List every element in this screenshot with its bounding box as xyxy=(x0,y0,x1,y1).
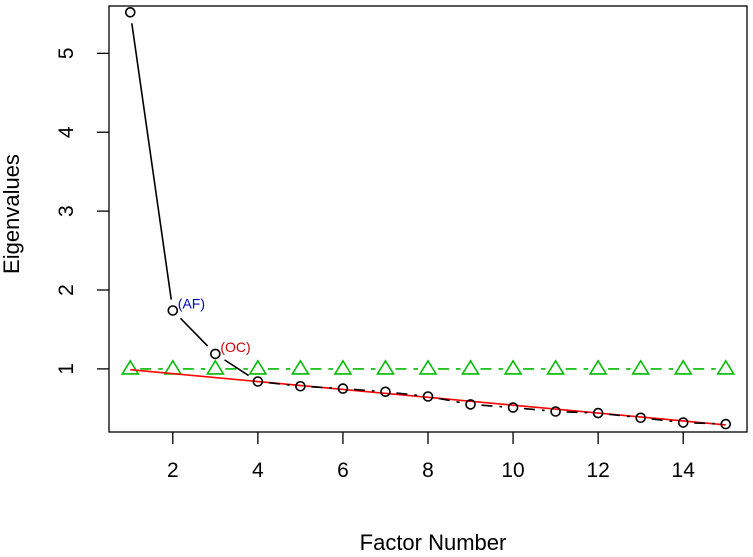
x-tick-label: 2 xyxy=(167,459,179,482)
x-tick-label: 6 xyxy=(337,459,349,482)
eigenvalue-point xyxy=(295,380,306,392)
parallel-analysis-triangle xyxy=(418,359,438,375)
eigenvalue-line-segment xyxy=(179,317,209,347)
eigenvalue-line-segment xyxy=(608,413,630,418)
x-tick-label: 14 xyxy=(672,459,696,482)
eigenvalue-point xyxy=(635,412,646,424)
eigenvalue-point xyxy=(210,348,221,360)
x-axis-label: Factor Number xyxy=(360,530,507,555)
eigenvalue-line-segment xyxy=(268,381,290,386)
eigenvalue-line-segment xyxy=(396,392,418,397)
eigenvalue-line-segment xyxy=(523,407,545,412)
eigenvalue-point xyxy=(337,383,349,394)
parallel-analysis-triangle xyxy=(546,359,566,375)
parallel-analysis-triangle xyxy=(503,359,523,375)
parallel-analysis-triangle xyxy=(248,359,268,375)
x-tick-label: 8 xyxy=(422,459,434,482)
annotation-af: (AF) xyxy=(178,296,205,312)
eigenvalue-line-segment xyxy=(131,23,173,300)
y-tick-label: 4 xyxy=(55,126,78,138)
eigenvalue-point xyxy=(550,406,561,417)
x-tick-label: 4 xyxy=(252,459,264,482)
eigenvalue-point xyxy=(252,376,264,387)
eigenvalue-point xyxy=(124,7,136,18)
eigenvalue-line-segment xyxy=(566,411,588,414)
y-tick-label: 5 xyxy=(55,47,78,59)
eigenvalue-point xyxy=(507,402,519,413)
parallel-analysis-triangle xyxy=(120,359,140,375)
y-tick-label: 3 xyxy=(55,205,78,217)
eigenvalue-point xyxy=(592,407,604,419)
parallel-analysis-triangle xyxy=(205,359,225,375)
eigenvalue-line-segment xyxy=(651,418,673,423)
eigenvalue-line-segment xyxy=(353,388,375,392)
y-tick-label: 2 xyxy=(55,284,78,296)
x-tick-label: 10 xyxy=(501,459,524,482)
parallel-analysis-triangle xyxy=(631,359,651,375)
parallel-analysis-triangle xyxy=(333,359,353,375)
y-axis-label: Eigenvalues xyxy=(0,154,24,274)
parallel-analysis-triangle xyxy=(163,359,183,375)
eigenvalue-point xyxy=(677,417,689,428)
eigenvalue-line-segment xyxy=(481,404,503,408)
eigenvalue-point xyxy=(720,418,732,430)
eigenvalue-point xyxy=(380,386,391,398)
optimal-coordinates-line xyxy=(130,368,726,426)
parallel-analysis-triangle xyxy=(716,359,736,375)
eigenvalue-point xyxy=(422,391,434,402)
parallel-analysis-triangle xyxy=(588,359,608,375)
eigenvalue-line-segment xyxy=(438,397,460,404)
parallel-analysis-triangle xyxy=(673,359,693,375)
eigenvalue-line-segment xyxy=(311,386,332,389)
eigenvalue-line-segment xyxy=(694,422,715,425)
eigenvalue-point xyxy=(465,399,476,410)
x-tick-label: 12 xyxy=(586,459,609,482)
annotation-oc: (OC) xyxy=(220,339,250,355)
y-tick-label: 1 xyxy=(55,363,78,375)
parallel-analysis-triangle xyxy=(461,359,480,375)
eigenvalue-point xyxy=(167,305,179,316)
parallel-analysis-triangle xyxy=(376,359,395,375)
eigenvalue-line-segment xyxy=(224,359,250,377)
parallel-analysis-triangle xyxy=(290,359,310,375)
